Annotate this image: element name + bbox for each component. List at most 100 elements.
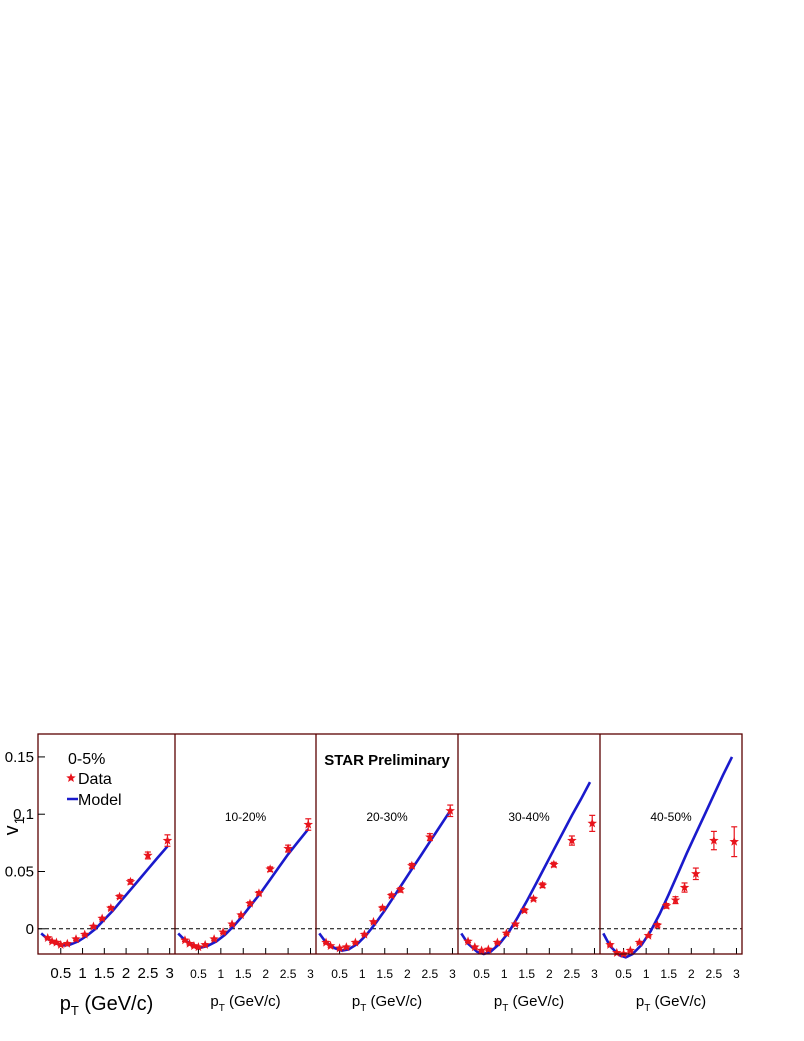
data-point [350, 937, 361, 947]
y-tick-label: 0.05 [5, 864, 34, 881]
data-point [143, 850, 153, 860]
x-tick-label: 3 [307, 967, 314, 981]
x-axis-label: pT (GeV/c) [494, 993, 564, 1014]
x-tick-label: 0.5 [190, 967, 207, 981]
legend-centrality-label: 0-5% [68, 751, 105, 768]
data-point [114, 891, 125, 901]
data-point [643, 930, 654, 940]
data-point [245, 898, 255, 908]
legend-data-marker [66, 773, 76, 783]
model-curve [460, 781, 592, 956]
data-point [368, 916, 379, 926]
data-point [470, 942, 480, 952]
x-tick-label: 0.5 [331, 967, 348, 981]
data-point [47, 936, 57, 946]
y-tick-label: 0 [26, 921, 34, 938]
data-point [691, 868, 701, 878]
data-point [56, 939, 66, 949]
data-point [377, 903, 388, 913]
x-tick-label: 3 [591, 967, 598, 981]
centrality-label: 20-30% [366, 810, 408, 824]
data-point [321, 937, 331, 947]
x-tick-label: 2 [122, 965, 130, 982]
model-curve [602, 756, 734, 959]
x-tick-label: 1 [217, 967, 224, 981]
data-point [97, 913, 107, 923]
data-point [587, 818, 597, 828]
data-point [162, 835, 173, 845]
data-point [519, 905, 530, 915]
x-tick-label: 1.5 [518, 967, 535, 981]
legend-data-label: Data [78, 771, 112, 788]
data-point [549, 859, 559, 869]
x-tick-label: 3 [165, 965, 173, 982]
x-tick-label: 1 [501, 967, 508, 981]
data-point [670, 895, 681, 905]
data-point [189, 940, 199, 951]
data-point [537, 880, 548, 890]
data-point [303, 819, 314, 829]
data-point [407, 860, 417, 870]
data-point [180, 935, 190, 945]
x-tick-label: 2.5 [137, 965, 158, 982]
x-tick-label: 0.5 [615, 967, 632, 981]
panel-2: 0.5 1 1.5 2 2.5 3 10-20% pT (GeV/c) [175, 810, 316, 1014]
data-point [625, 945, 636, 955]
data-point [729, 836, 739, 846]
data-point [634, 937, 645, 947]
data-point [510, 919, 521, 929]
data-point [51, 937, 62, 947]
data-point [476, 945, 487, 955]
x-tick-label: 1.5 [376, 967, 393, 981]
x-tick-label: 1.5 [660, 967, 677, 981]
data-point [492, 937, 503, 947]
data-point [209, 934, 219, 944]
x-tick-label: 1.5 [94, 965, 115, 982]
data-point [88, 921, 99, 931]
data-point [652, 920, 663, 930]
centrality-label: 30-40% [508, 810, 550, 824]
data-point [679, 882, 690, 892]
data-point [62, 938, 73, 948]
data-point [200, 939, 210, 949]
legend-model-label: Model [78, 792, 122, 809]
data-point [106, 903, 116, 913]
model-curve [40, 845, 169, 947]
panel-5: 0.5 1 1.5 2 2.5 3 40-50% pT (GeV/c) [600, 756, 742, 1014]
data-point [254, 888, 264, 898]
data-point [425, 832, 435, 842]
plot-frame [37, 733, 743, 955]
x-tick-label: 2.5 [706, 967, 723, 981]
data-point [483, 944, 494, 954]
x-tick-label: 2.5 [422, 967, 439, 981]
x-tick-label: 2.5 [280, 967, 297, 981]
x-axis-label: pT (GeV/c) [352, 993, 422, 1014]
y-axis-label: v1 [1, 816, 27, 835]
data-point [265, 864, 275, 874]
data-point [341, 942, 352, 952]
chart-title: STAR Preliminary [324, 752, 450, 769]
data-point [605, 939, 615, 949]
data-point [463, 936, 473, 946]
legend: 0-5% Data Model [66, 751, 122, 809]
data-point [125, 876, 136, 886]
x-tick-label: 2 [404, 967, 411, 981]
data-point [42, 932, 53, 942]
x-tick-label: 1 [78, 965, 86, 982]
data-point [227, 919, 237, 929]
y-tick-label: 0.15 [5, 749, 34, 766]
data-point [661, 900, 672, 910]
data-point [218, 927, 228, 937]
data-point [567, 835, 577, 845]
panel-1: 0.5 1 1.5 2 2.5 3 pT (GeV/c) [38, 834, 175, 1018]
panels-layer: 0.5 1 1.5 2 2.5 3pT (GeV/c)0.5 1 1.5 2 2.5 310-20%… [5, 733, 743, 1018]
x-tick-label: 1 [643, 967, 650, 981]
x-tick-label: 3 [449, 967, 456, 981]
panel-4: 0.5 1 1.5 2 2.5 3 30-40% pT (GeV/c) [458, 781, 600, 1014]
model-curve [318, 810, 452, 952]
data-point [386, 890, 397, 900]
x-tick-label: 0.5 [50, 965, 71, 982]
data-point [325, 940, 336, 951]
x-axis-label: pT (GeV/c) [210, 993, 280, 1014]
